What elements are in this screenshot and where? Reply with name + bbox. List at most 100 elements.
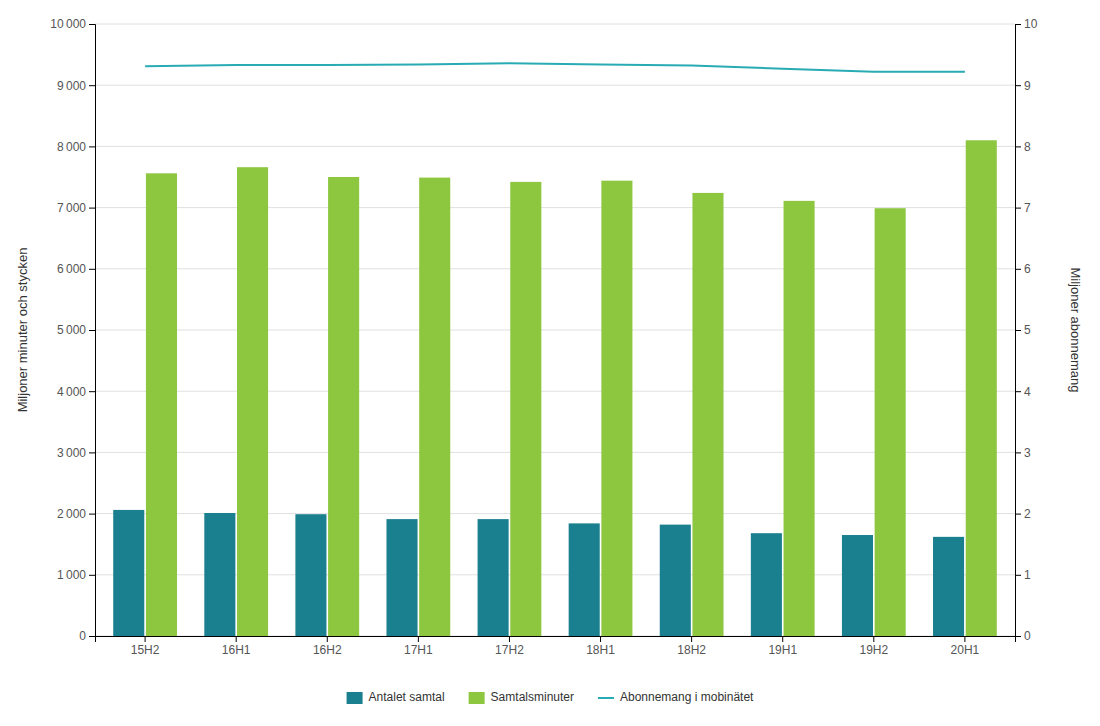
x-axis-tick: 17H1: [404, 636, 433, 657]
y2-axis-tick-mark: [1015, 24, 1021, 25]
bar: [933, 537, 964, 636]
y2-axis-tick-label: 1: [1024, 568, 1031, 582]
y2-axis-tick: 2: [1015, 507, 1031, 521]
bar: [692, 193, 723, 636]
bar: [478, 519, 509, 636]
x-axis-tick-mark: [782, 636, 783, 642]
x-axis-tick-mark: [236, 636, 237, 642]
bar-series: [146, 140, 997, 636]
bar: [419, 178, 450, 636]
x-axis-tick-label: 19H1: [768, 643, 797, 657]
y-axis-tick: 5 000: [57, 323, 95, 337]
y-axis-tick-mark: [89, 24, 95, 25]
y2-axis-tick-label: 3: [1024, 446, 1031, 460]
x-axis-tick-label: 19H2: [859, 643, 888, 657]
y2-axis-tick: 4: [1015, 385, 1031, 399]
y-axis-tick-mark: [89, 330, 95, 331]
bar: [569, 523, 600, 636]
y2-axis-tick-mark: [1015, 514, 1021, 515]
y-axis-tick-label: 8 000: [57, 140, 86, 154]
x-axis-tick-label: 20H1: [951, 643, 980, 657]
y-axis-tick-label: 1 000: [57, 568, 86, 582]
y2-axis-tick-mark: [1015, 330, 1021, 331]
y2-axis-tick-mark: [1015, 85, 1021, 86]
y2-axis-tick-label: 8: [1024, 140, 1031, 154]
legend-swatch: [598, 697, 614, 699]
y2-axis: 012345678910: [1015, 17, 1038, 643]
y-axis-tick-label: 10 000: [50, 17, 86, 31]
legend-item: Samtalsminuter: [469, 690, 574, 704]
y-axis-tick-mark: [89, 146, 95, 147]
x-axis-tick-label: 16H1: [222, 643, 251, 657]
legend-item: Abonnemang i mobinätet: [598, 690, 754, 704]
y2-axis-tick-mark: [1015, 146, 1021, 147]
y-axis-tick-mark: [89, 636, 95, 637]
y-axis-tick-mark: [89, 575, 95, 576]
x-axis-tick-mark: [418, 636, 419, 642]
grid-line: [95, 146, 1015, 147]
plot: 15H216H116H217H117H218H118H219H119H220H1…: [50, 17, 1037, 656]
y2-axis-tick-label: 7: [1024, 201, 1031, 215]
x-axis-line: [96, 637, 1016, 643]
legend: Antalet samtal Samtalsminuter Abonnemang i…: [347, 690, 755, 704]
x-axis-tick-label: 16H2: [313, 643, 342, 657]
y2-axis-title: Miljoner abonnemang: [1068, 267, 1083, 392]
bar: [204, 513, 235, 636]
grid-line: [95, 207, 1015, 208]
y-axis-tick: 1 000: [57, 568, 95, 582]
y-axis-tick-mark: [89, 269, 95, 270]
y-axis-tick-mark: [89, 452, 95, 453]
y2-axis-tick-label: 2: [1024, 507, 1031, 521]
bar: [842, 535, 873, 636]
y2-axis-line: [1016, 25, 1022, 637]
x-axis-tick: 20H1: [951, 636, 980, 657]
y2-axis-tick-mark: [1015, 269, 1021, 270]
y-axis-tick: 6 000: [57, 262, 95, 276]
y-axis-tick-mark: [89, 208, 95, 209]
y2-axis-tick-label: 4: [1024, 385, 1031, 399]
y2-axis-tick: 5: [1015, 323, 1031, 337]
legend-swatch: [347, 692, 363, 704]
y-axis-tick-label: 4 000: [57, 385, 86, 399]
y2-axis-tick-mark: [1015, 391, 1021, 392]
x-axis-tick-label: 15H2: [131, 643, 160, 657]
x-axis-tick-label: 18H1: [586, 643, 615, 657]
y-axis-title: Miljoner minuter och stycken: [15, 248, 30, 413]
bar: [146, 173, 177, 636]
y2-axis-tick-mark: [1015, 208, 1021, 209]
y-axis-tick-label: 0: [79, 629, 86, 643]
grid-line: [95, 24, 1015, 25]
x-axis-tick-mark: [873, 636, 874, 642]
y-axis-tick-mark: [89, 514, 95, 515]
x-axis-tick: 16H1: [222, 636, 251, 657]
y2-axis-tick-label: 10: [1024, 17, 1038, 31]
bar: [784, 201, 815, 636]
y2-axis-tick: 0: [1015, 629, 1031, 643]
x-axis-tick-mark: [145, 636, 146, 642]
y-axis-tick-label: 2 000: [57, 507, 86, 521]
x-axis-tick-label: 17H2: [495, 643, 524, 657]
legend-label: Antalet samtal: [369, 690, 445, 704]
y-axis-tick: 2 000: [57, 507, 95, 521]
x-axis: 15H216H116H217H117H218H118H219H119H220H1: [96, 636, 1016, 657]
y-axis-tick: 8 000: [57, 140, 95, 154]
y2-axis-tick: 6: [1015, 262, 1031, 276]
y2-axis-tick: 7: [1015, 201, 1031, 215]
x-axis-tick: 19H2: [859, 636, 888, 657]
legend-item: Antalet samtal: [347, 690, 445, 704]
bar: [386, 519, 417, 636]
y-axis-tick: 4 000: [57, 385, 95, 399]
y2-axis-tick-label: 5: [1024, 323, 1031, 337]
y2-axis-tick: 3: [1015, 446, 1031, 460]
y-axis-tick-label: 5 000: [57, 323, 86, 337]
y-axis: 0 1 000 2 000 3 000 4 000 5 000 6 000 7 000 8 00…: [50, 17, 95, 643]
grid: [95, 24, 1015, 636]
y-axis-tick-label: 6 000: [57, 262, 86, 276]
y-axis-tick-label: 7 000: [57, 201, 86, 215]
x-axis-tick: 17H2: [495, 636, 524, 657]
y2-axis-tick-mark: [1015, 452, 1021, 453]
bar: [875, 208, 906, 636]
y-axis-tick-label: 3 000: [57, 446, 86, 460]
y2-axis-tick-label: 6: [1024, 262, 1031, 276]
x-axis-tick: 16H2: [313, 636, 342, 657]
